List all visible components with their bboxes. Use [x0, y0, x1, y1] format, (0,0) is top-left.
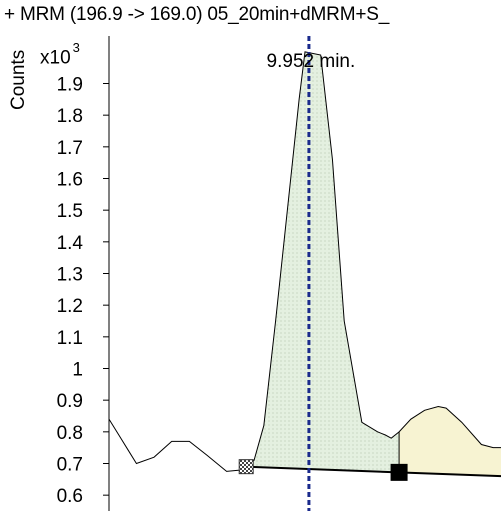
y-tick-label: 0.8: [57, 423, 83, 444]
integration-end-marker: [390, 463, 408, 481]
y-tick-label: 1.2: [57, 296, 83, 317]
y-tick-label: 1.1: [57, 328, 83, 349]
y-scale-base: x10: [40, 47, 71, 69]
integrated-peak-area: [246, 51, 400, 473]
y-tick-label: 0.9: [57, 391, 83, 412]
y-tick-label: 1: [72, 360, 83, 381]
y-tick-label: 1.7: [57, 138, 83, 159]
peak-annotation-label: 9.952 min.: [267, 51, 356, 72]
integration-baseline: [246, 465, 501, 478]
y-tick-label: 1.3: [57, 265, 83, 286]
chart-title: + MRM (196.9 -> 169.0) 05_20min+dMRM+S_: [4, 4, 390, 25]
adjacent-peak-area: [399, 406, 501, 477]
y-scale-exponent: 3: [72, 40, 80, 55]
y-tick-label: 0.6: [57, 486, 83, 507]
y-tick-label: 1.8: [57, 106, 83, 127]
y-tick-label: 0.7: [57, 455, 83, 476]
y-tick-label: 1.5: [57, 201, 83, 222]
y-tick-label: 1.9: [57, 75, 83, 96]
integration-start-marker: [238, 459, 254, 475]
y-tick-label: 1.6: [57, 170, 83, 191]
y-scale-factor: x10 3: [40, 40, 80, 69]
y-tick-label: 1.4: [57, 233, 84, 254]
signal-trace: [108, 51, 501, 472]
